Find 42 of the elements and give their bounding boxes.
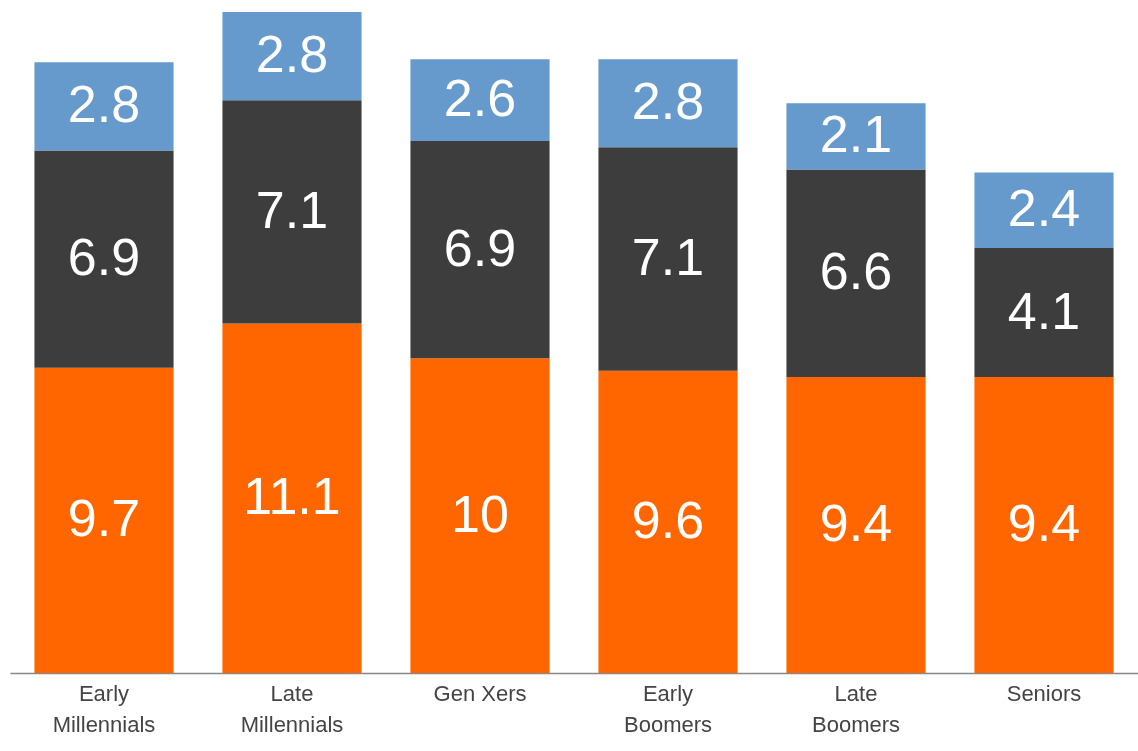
x-tick-label: Gen Xers bbox=[433, 680, 527, 706]
data-label: 9.7 bbox=[67, 489, 141, 548]
bar bbox=[410, 59, 550, 142]
data-label: 9.4 bbox=[1007, 494, 1081, 553]
bar bbox=[222, 323, 362, 673]
data-label: 4.1 bbox=[1007, 281, 1081, 340]
x-tick-label: Late Millennials bbox=[240, 680, 344, 737]
data-label: 2.4 bbox=[1007, 179, 1081, 238]
data-label: 7.1 bbox=[255, 180, 329, 239]
x-tick-label: Early Millennials bbox=[52, 680, 156, 737]
x-tick-label: Early Boomers bbox=[623, 680, 713, 737]
bar bbox=[222, 12, 362, 101]
data-label: 11.1 bbox=[243, 467, 341, 526]
bar bbox=[974, 248, 1114, 378]
bar bbox=[786, 377, 926, 673]
bar bbox=[598, 59, 738, 148]
data-label: 9.6 bbox=[631, 490, 705, 549]
data-label: 2.8 bbox=[67, 75, 141, 134]
data-label: 9.4 bbox=[819, 494, 893, 553]
bar bbox=[786, 169, 926, 378]
x-tick-label: Seniors bbox=[1006, 680, 1082, 706]
data-label: 2.8 bbox=[255, 25, 329, 84]
data-label: 2.8 bbox=[631, 72, 705, 131]
bar bbox=[34, 62, 174, 151]
data-label: 2.6 bbox=[443, 69, 517, 128]
data-label: 2.1 bbox=[819, 105, 893, 164]
bar bbox=[598, 370, 738, 673]
bar bbox=[410, 141, 550, 359]
data-label: 10 bbox=[451, 484, 509, 543]
bar bbox=[786, 103, 926, 170]
bar bbox=[974, 172, 1114, 249]
data-label: 6.9 bbox=[443, 218, 517, 277]
data-label: 6.6 bbox=[819, 242, 893, 301]
bar bbox=[34, 367, 174, 673]
data-label: 7.1 bbox=[631, 228, 705, 287]
data-label: 6.9 bbox=[67, 228, 141, 287]
bar bbox=[34, 150, 174, 368]
bar bbox=[598, 147, 738, 371]
bar bbox=[410, 358, 550, 673]
bar bbox=[974, 377, 1114, 673]
bar bbox=[222, 100, 362, 324]
x-tick-label: Late Boomers bbox=[811, 680, 901, 737]
